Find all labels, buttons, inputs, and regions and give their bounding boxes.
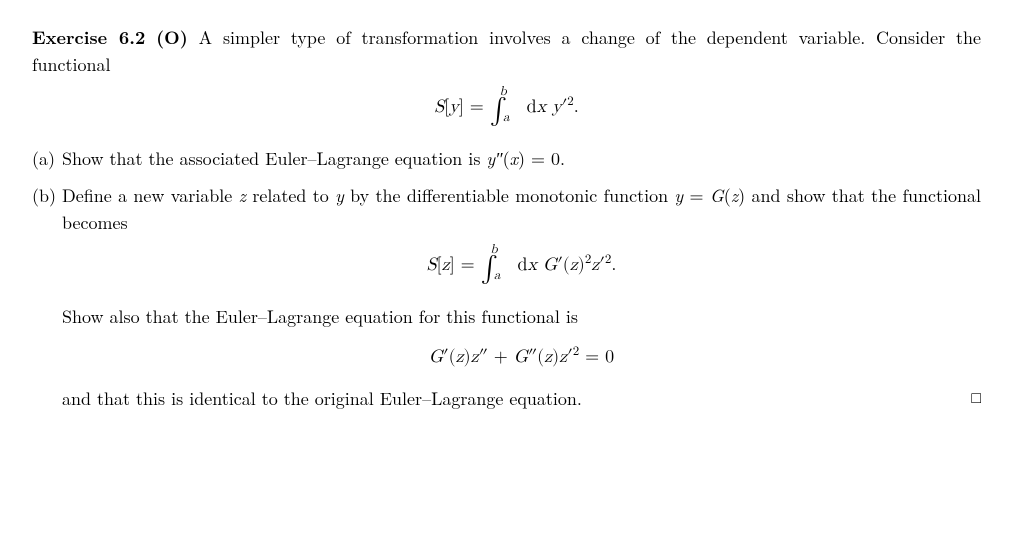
- part-b-text2: related to: [246, 183, 335, 208]
- part-a-text1: Show that the associated Euler–Lagrange …: [62, 146, 486, 171]
- y-eq-gz: y = G(z): [674, 183, 745, 208]
- part-a-body: Show that the associated Euler–Lagrange …: [62, 145, 981, 172]
- var-z: z: [239, 183, 246, 208]
- functional-s-y: S[y] = ∫ab dx y′2.: [32, 92, 981, 131]
- part-b-conclusion: and that this is identical to the origin…: [62, 385, 981, 412]
- part-b-body: Define a new variable z related to y by …: [62, 182, 981, 412]
- functional-s-z: S[z] = ∫ab dx G′(z)2z′2.: [62, 250, 981, 289]
- part-b-label: (b): [32, 182, 62, 412]
- part-a: (a) Show that the associated Euler–Lagra…: [32, 145, 981, 172]
- exercise-tag: (O): [156, 25, 188, 50]
- part-b-text6: and that this is identical to the origin…: [62, 386, 582, 411]
- part-a-eq: y″: [486, 146, 502, 171]
- part-b: (b) Define a new variable z related to y…: [32, 182, 981, 412]
- el-equation: G′(z)z″ + G″(z)z′2 = 0: [62, 344, 981, 371]
- part-b-text1: Define a new variable: [62, 183, 239, 208]
- qed-symbol: □: [971, 385, 981, 409]
- part-b-text5: Show also that the Euler–Lagrange equati…: [62, 303, 981, 330]
- exercise-label: Exercise 6.2: [32, 25, 145, 50]
- part-a-label: (a): [32, 145, 62, 172]
- var-y: y: [335, 183, 344, 208]
- part-b-text3: by the differentiable monotonic function: [344, 183, 675, 208]
- part-a-text2: .: [560, 146, 565, 171]
- exercise-header: Exercise 6.2 (O) A simpler type of trans…: [32, 24, 981, 78]
